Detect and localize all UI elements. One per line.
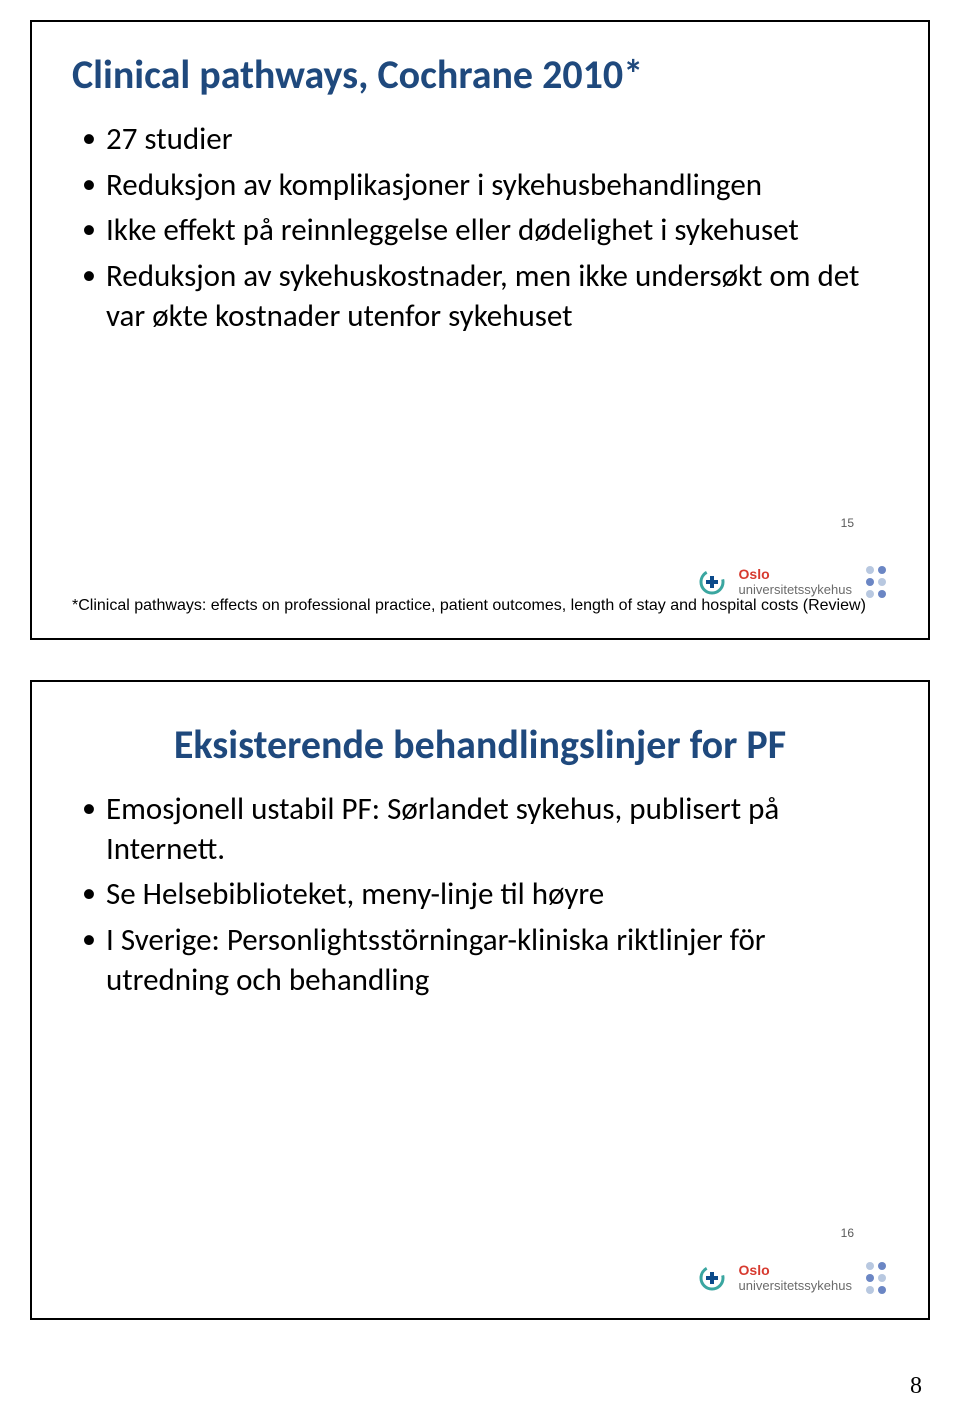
logo-text-top: Oslo — [739, 1263, 852, 1278]
logo-mark-icon — [699, 1265, 725, 1291]
logo-text: Oslo universitetssykehus — [739, 567, 852, 597]
slide-1-footnote: *Clinical pathways: effects on professio… — [72, 596, 888, 616]
dots-icon — [866, 1262, 886, 1294]
bullet-item: Reduksjon av komplikasjoner i sykehusbeh… — [78, 166, 888, 206]
slide-1: Clinical pathways, Cochrane 2010* 27 stu… — [30, 20, 930, 640]
bullet-item: Emosjonell ustabil PF: Sørlandet sykehus… — [78, 790, 888, 869]
bullet-item: Reduksjon av sykehuskostnader, men ikke … — [78, 257, 888, 336]
logo-text: Oslo universitetssykehus — [739, 1263, 852, 1293]
logo-text-top: Oslo — [739, 567, 852, 582]
slide-2-bullets: Emosjonell ustabil PF: Sørlandet sykehus… — [78, 790, 888, 1000]
logo-1: Oslo universitetssykehus — [699, 566, 886, 598]
logo-mark-icon — [699, 569, 725, 595]
bullet-item: Se Helsebiblioteket, meny-linje til høyr… — [78, 875, 888, 915]
logo-2: Oslo universitetssykehus — [699, 1262, 886, 1294]
logo-text-bottom: universitetssykehus — [739, 582, 852, 597]
bullet-item: Ikke effekt på reinnleggelse eller dødel… — [78, 211, 888, 251]
slide-2-title: Eksisterende behandlingslinjer for PF — [72, 722, 888, 768]
slide-1-title: Clinical pathways, Cochrane 2010* — [72, 52, 888, 98]
slide-1-number: 15 — [841, 516, 854, 530]
dots-icon — [866, 566, 886, 598]
slide-2: Eksisterende behandlingslinjer for PF Em… — [30, 680, 930, 1320]
slide-1-bullets: 27 studier Reduksjon av komplikasjoner i… — [78, 120, 888, 336]
bullet-item: I Sverige: Personlightsstörningar-klinis… — [78, 921, 888, 1000]
slide-2-number: 16 — [841, 1226, 854, 1240]
bullet-item: 27 studier — [78, 120, 888, 160]
logo-text-bottom: universitetssykehus — [739, 1278, 852, 1293]
page-number: 8 — [910, 1373, 922, 1400]
